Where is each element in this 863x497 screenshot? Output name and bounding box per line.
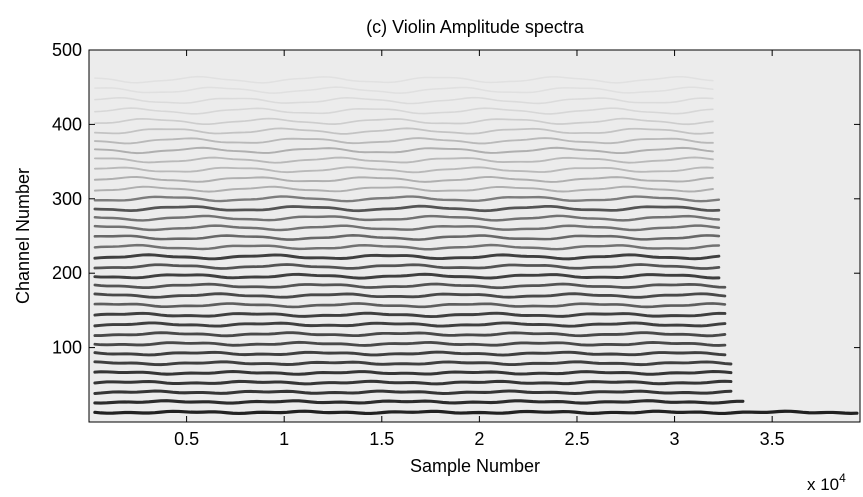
harmonic-band [93, 166, 714, 174]
harmonic-band [93, 331, 727, 338]
y-axis-label: Channel Number [13, 168, 33, 304]
y-tick-label: 300 [52, 189, 82, 209]
harmonic-band [93, 185, 714, 193]
harmonic-band [93, 409, 859, 416]
harmonic-band [93, 311, 727, 319]
chart-title: (c) Violin Amplitude spectra [366, 17, 585, 37]
harmonic-bands [93, 75, 859, 416]
x-multiplier-base: x 10 [807, 475, 839, 494]
y-tick-label: 500 [52, 40, 82, 60]
harmonic-band [93, 321, 727, 328]
harmonic-band [93, 253, 721, 261]
harmonic-band [93, 282, 727, 290]
x-tick-label: 1 [279, 429, 289, 449]
x-tick-label: 3 [670, 429, 680, 449]
harmonic-band [93, 302, 727, 309]
harmonic-band [93, 340, 727, 347]
harmonic-band [94, 75, 714, 84]
x-tick-label: 0.5 [174, 429, 199, 449]
x-tick-label: 2 [474, 429, 484, 449]
harmonic-band [93, 214, 721, 222]
harmonic-band [93, 389, 733, 395]
harmonic-band [94, 117, 714, 126]
plot-frame [88, 49, 861, 423]
harmonic-band [93, 399, 745, 405]
x-tick-label: 3.5 [760, 429, 785, 449]
x-multiplier-exponent: 4 [839, 471, 846, 485]
harmonic-band [94, 127, 714, 135]
harmonic-band [93, 292, 727, 299]
harmonic-band [93, 350, 727, 357]
harmonic-band [93, 360, 733, 367]
harmonic-band [94, 96, 714, 105]
harmonic-band [93, 204, 721, 213]
x-tick-label: 1.5 [369, 429, 394, 449]
x-axis-multiplier: x 104 [807, 471, 846, 494]
harmonic-band [94, 86, 714, 94]
harmonic-band [93, 243, 721, 251]
harmonic-band [93, 146, 714, 155]
x-axis-ticks: 0.5 1 1.5 2 2.5 3 3.5 [174, 50, 785, 449]
y-tick-label: 100 [52, 338, 82, 358]
harmonic-band [93, 234, 721, 241]
y-tick-label: 400 [52, 114, 82, 134]
harmonic-band [93, 137, 714, 145]
y-tick-label: 200 [52, 263, 82, 283]
harmonic-band [93, 175, 714, 183]
harmonic-band [94, 107, 714, 115]
harmonic-band [93, 379, 733, 386]
x-axis-label: Sample Number [410, 456, 540, 476]
harmonic-band [93, 370, 733, 376]
y-axis-ticks: 100 200 300 400 500 [52, 40, 860, 358]
harmonic-band [93, 263, 721, 270]
harmonic-band [93, 195, 721, 203]
x-tick-label: 2.5 [564, 429, 589, 449]
harmonic-band [93, 156, 714, 164]
harmonic-band [93, 272, 721, 280]
harmonic-band [93, 224, 721, 232]
